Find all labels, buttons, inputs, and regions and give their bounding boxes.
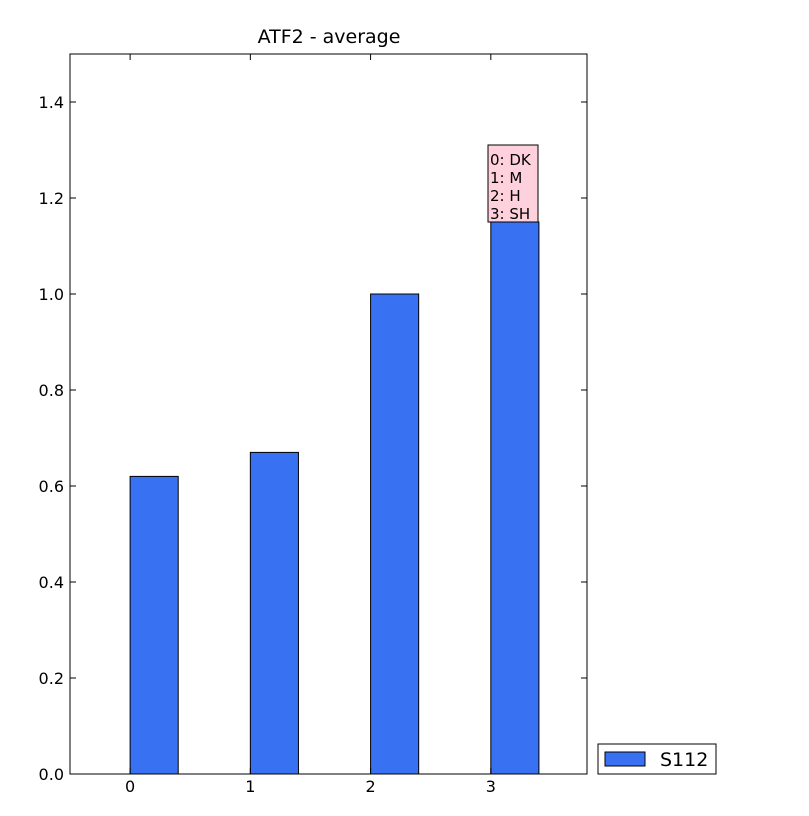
- legend-swatch-s112: [604, 751, 646, 767]
- y-tick-label: 1.0: [39, 285, 64, 304]
- x-tick-label: 3: [486, 777, 496, 796]
- plot-area-frame: [69, 53, 588, 775]
- y-tick-label: 0.0: [39, 765, 64, 784]
- y-tick-label: 0.8: [39, 381, 64, 400]
- annotation-line: 3: SH: [490, 205, 530, 223]
- category-key-annotation: 0: DK 1: M 2: H 3: SH: [487, 144, 539, 223]
- y-axis: 0.0 0.2 0.4 0.6 0.8 1.0 1.2 1.4: [39, 93, 587, 784]
- y-tick-label: 0.4: [39, 573, 64, 592]
- annotation-line: 2: H: [490, 187, 521, 205]
- bar-2: [370, 293, 420, 775]
- x-axis: 0 1 2 3: [125, 54, 496, 796]
- y-tick-label: 0.6: [39, 477, 64, 496]
- annotation-line: 1: M: [490, 169, 522, 187]
- legend: S112: [597, 743, 717, 775]
- bar-1: [249, 451, 299, 775]
- y-tick-label: 1.2: [39, 189, 64, 208]
- bar-3: [490, 221, 540, 775]
- legend-label-s112: S112: [660, 749, 708, 771]
- annotation-line: 0: DK: [490, 151, 532, 169]
- bar-0: [129, 475, 179, 775]
- annotation-box: [487, 144, 539, 223]
- x-tick-label: 2: [365, 777, 375, 796]
- x-tick-label: 1: [245, 777, 255, 796]
- bar-group: [129, 221, 540, 775]
- y-tick-label: 0.2: [39, 669, 64, 688]
- y-tick-label: 1.4: [39, 93, 64, 112]
- chart-title: ATF2 - average: [258, 26, 401, 48]
- x-tick-label: 0: [125, 777, 135, 796]
